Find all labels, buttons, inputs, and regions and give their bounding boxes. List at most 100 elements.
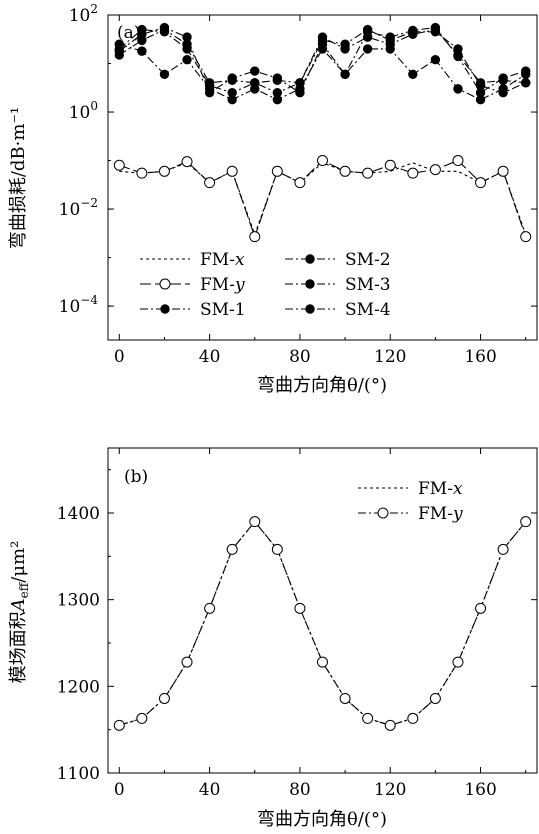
- y-axis-label-b-sub: eff: [17, 581, 31, 598]
- data-point: [340, 69, 350, 79]
- series-line-1: [119, 159, 527, 239]
- data-point: [158, 692, 170, 704]
- data-point: [498, 73, 508, 83]
- y-tick-label: 1200: [57, 677, 100, 697]
- data-point: [226, 165, 238, 177]
- data-point: [521, 78, 531, 88]
- data-point: [181, 156, 193, 168]
- data-point: [136, 167, 148, 179]
- data-point: [430, 54, 441, 65]
- series-group-b: [113, 516, 532, 731]
- panel-label-b: (b): [124, 467, 148, 487]
- y-tick-label: 102: [69, 2, 98, 26]
- y-axis-label-b-var: A: [8, 598, 29, 613]
- series-line-0: [119, 162, 527, 237]
- legend-swatch-marker: [305, 304, 315, 314]
- data-point: [204, 602, 216, 614]
- data-point: [497, 165, 509, 177]
- data-point: [294, 177, 306, 189]
- data-point: [295, 88, 305, 98]
- data-point: [453, 44, 463, 54]
- data-point: [182, 54, 192, 65]
- legend-entry-label: FM-y: [200, 275, 245, 295]
- data-point: [249, 231, 261, 243]
- data-point: [250, 66, 260, 76]
- data-point: [113, 719, 125, 731]
- series-line-1: [119, 520, 527, 726]
- data-point: [113, 159, 125, 171]
- data-point: [317, 155, 328, 167]
- x-tick-label: 160: [464, 780, 496, 800]
- data-point: [475, 177, 487, 189]
- legend-b: FM-x FM-y: [358, 479, 463, 524]
- data-point: [227, 88, 237, 98]
- y-tick-label: 10−4: [59, 293, 99, 317]
- data-point: [452, 656, 464, 668]
- data-point: [249, 516, 261, 528]
- data-point: [521, 66, 531, 76]
- legend-swatch-marker: [305, 279, 315, 289]
- chart-panel-b: 0 40 80 120 160 1100 1200 1300 1400 (b) FM-x FM-y…: [8, 447, 538, 830]
- series-group-a: [113, 22, 532, 243]
- data-point: [271, 543, 283, 555]
- data-point: [136, 712, 148, 724]
- legend-entry-label: SM-3: [345, 275, 391, 295]
- data-point: [204, 80, 215, 91]
- panel-label-a: (a): [117, 23, 140, 43]
- legend-entry-label: SM-4: [345, 300, 391, 320]
- data-point: [295, 78, 305, 88]
- data-point: [407, 167, 419, 179]
- data-point: [271, 165, 283, 177]
- y-axis-label-a: 弯曲损耗/dB·m⁻¹: [8, 107, 29, 249]
- data-point: [159, 69, 170, 79]
- y-tick-label: 1100: [57, 764, 100, 784]
- data-point: [498, 88, 508, 98]
- data-point: [114, 44, 124, 54]
- data-point: [137, 46, 147, 56]
- data-point: [384, 719, 396, 731]
- x-tick-label: 80: [289, 347, 311, 367]
- data-point: [182, 32, 192, 42]
- legend-entry-label: SM-2: [345, 250, 391, 270]
- legend-entry-label: SM-1: [200, 300, 246, 320]
- legend-swatch-marker: [159, 278, 171, 290]
- data-point: [429, 164, 441, 176]
- data-point: [181, 656, 193, 668]
- x-tick-label: 160: [464, 347, 496, 367]
- legend-swatch-marker: [160, 304, 170, 314]
- data-point: [520, 231, 532, 243]
- data-point: [384, 159, 396, 171]
- legend-entry-label: FM-x: [200, 250, 245, 270]
- series-line-0: [119, 520, 527, 726]
- data-point: [272, 73, 283, 83]
- data-point: [159, 27, 170, 37]
- data-point: [408, 27, 418, 37]
- data-point: [453, 84, 463, 94]
- data-point: [520, 516, 532, 528]
- data-point: [497, 543, 509, 555]
- x-tick-label: 40: [199, 347, 221, 367]
- x-axis-label-a: 弯曲方向角θ/(°): [257, 375, 387, 396]
- data-point: [407, 712, 419, 724]
- legend-swatch-marker: [305, 254, 315, 264]
- y-tick-label: 10−2: [59, 196, 98, 220]
- x-tick-label: 40: [199, 780, 221, 800]
- data-point: [430, 27, 441, 37]
- legend-swatch-marker: [377, 507, 389, 519]
- data-point: [294, 602, 306, 614]
- data-point: [317, 656, 328, 668]
- axis-ticks-b: 0 40 80 120 160 1100 1200 1300 1400: [57, 448, 537, 800]
- data-point: [385, 35, 395, 46]
- data-point: [204, 177, 216, 189]
- axis-ticks-a: 0 40 80 120 160 102 100 10−2 10−4: [59, 2, 537, 367]
- data-point: [362, 167, 374, 179]
- data-point: [182, 44, 192, 54]
- y-axis-label-b-prefix: 模场面积: [8, 611, 29, 683]
- legend-a: FM-x FM-y SM-1 SM-2 SM-3 SM-4: [140, 250, 391, 320]
- legend-entry-label: FM-x: [418, 479, 463, 499]
- plot-frame-a: [107, 14, 538, 341]
- x-tick-label: 0: [114, 347, 125, 367]
- plot-frame-b: [107, 447, 538, 774]
- data-point: [339, 165, 351, 177]
- data-point: [362, 44, 373, 54]
